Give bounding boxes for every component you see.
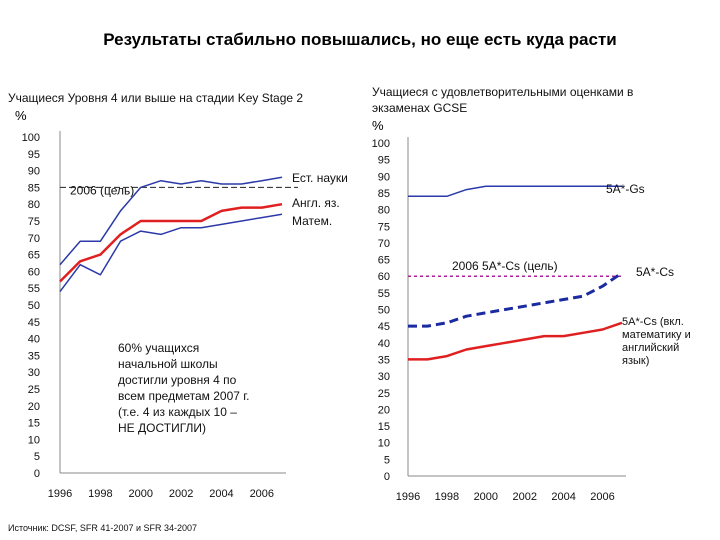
y-tick-label: 95 [28,149,40,161]
annotation-text: 60% учащихся начальной школы достигли уров… [118,341,250,435]
y-tick-label: 0 [384,471,390,483]
series-line [408,271,623,328]
x-tick-label: 2002 [169,488,193,500]
y-tick-label: 50 [378,305,390,317]
y-tick-label: 0 [34,468,40,480]
x-tick-label: 2004 [209,488,233,500]
y-tick-label: 60 [28,266,40,278]
y-tick-label: 95 [378,155,390,167]
y-tick-label: 25 [28,384,40,396]
y-tick-label: 75 [378,221,390,233]
y-tick-label: 30 [378,371,390,383]
series-label-science: Ест. науки [292,171,348,185]
y-tick-label: 35 [28,350,40,362]
y-unit-label: % [15,108,27,123]
y-tick-label: 30 [28,367,40,379]
y-tick-label: 100 [22,132,40,144]
x-tick-label: 1996 [48,488,72,500]
series-label-english: Англ. яз. [292,196,340,210]
x-tick-label: 2000 [128,488,152,500]
x-tick-label: 1996 [396,491,420,503]
series-line [408,185,622,198]
left-chart-subtitle: Учащиеся Уровня 4 или выше на стадии Key… [8,91,304,105]
page-title: Результаты стабильно повышались, но еще … [103,30,617,49]
y-tick-label: 90 [378,171,390,183]
y-tick-label: 65 [378,255,390,267]
y-tick-label: 60 [378,271,390,283]
series-line [59,202,283,283]
target-label: 2006 (цель) [70,183,134,197]
x-tick-label: 2006 [590,491,614,503]
target-label: 2006 5A*-Cs (цель) [452,259,558,273]
y-tick-label: 85 [378,188,390,200]
x-tick-label: 2002 [512,491,536,503]
y-tick-label: 10 [378,438,390,450]
y-tick-label: 40 [28,334,40,346]
series-label-5a-cs-incl: 5A*-Cs (вкл. математику и английский язык) [622,316,691,367]
ks2-chart: % 0 5 10 15 20 25 30 35 40 45 50 55 60 65 70 75 80 85 90 95 1… [15,108,298,500]
y-tick-label: 55 [378,288,390,300]
series-label-5a-gs: 5A*-Gs [606,182,645,196]
y-tick-label: 25 [378,388,390,400]
series-label-5a-cs: 5A*-Cs [636,265,674,279]
y-tick-label: 85 [28,182,40,194]
series-label-math: Матем. [292,214,332,228]
y-tick-label: 35 [378,354,390,366]
y-tick-label: 20 [378,404,390,416]
y-tick-label: 80 [378,205,390,217]
y-tick-label: 70 [378,238,390,250]
y-tick-label: 55 [28,283,40,295]
x-tick-label: 1998 [435,491,459,503]
y-tick-label: 45 [378,321,390,333]
x-tick-label: 2000 [474,491,498,503]
y-tick-label: 5 [384,454,390,466]
y-tick-label: 40 [378,338,390,350]
gcse-chart: % 0 5 10 15 20 25 30 35 40 45 50 55 60 65 70 75 80 85 90 95 1… [372,118,626,503]
y-tick-label: 10 [28,434,40,446]
series-line [408,321,623,361]
y-tick-label: 15 [28,418,40,430]
source-note: Источник: DCSF, SFR 41-2007 и SFR 34-200… [8,523,198,533]
y-tick-label: 70 [28,233,40,245]
right-chart-subtitle: Учащиеся с удовлетворительными оценками … [372,85,634,115]
y-tick-label: 80 [28,199,40,211]
y-tick-label: 15 [378,421,390,433]
y-tick-label: 50 [28,300,40,312]
y-unit-label: % [372,118,384,133]
y-tick-label: 45 [28,317,40,329]
x-tick-label: 1998 [88,488,112,500]
y-tick-label: 5 [34,451,40,463]
series-line [59,213,283,293]
series-line [59,176,283,266]
x-tick-label: 2004 [551,491,575,503]
y-tick-label: 100 [372,138,390,150]
y-tick-label: 20 [28,401,40,413]
y-tick-label: 65 [28,250,40,262]
x-tick-label: 2006 [250,488,274,500]
y-tick-label: 75 [28,216,40,228]
y-tick-label: 90 [28,166,40,178]
